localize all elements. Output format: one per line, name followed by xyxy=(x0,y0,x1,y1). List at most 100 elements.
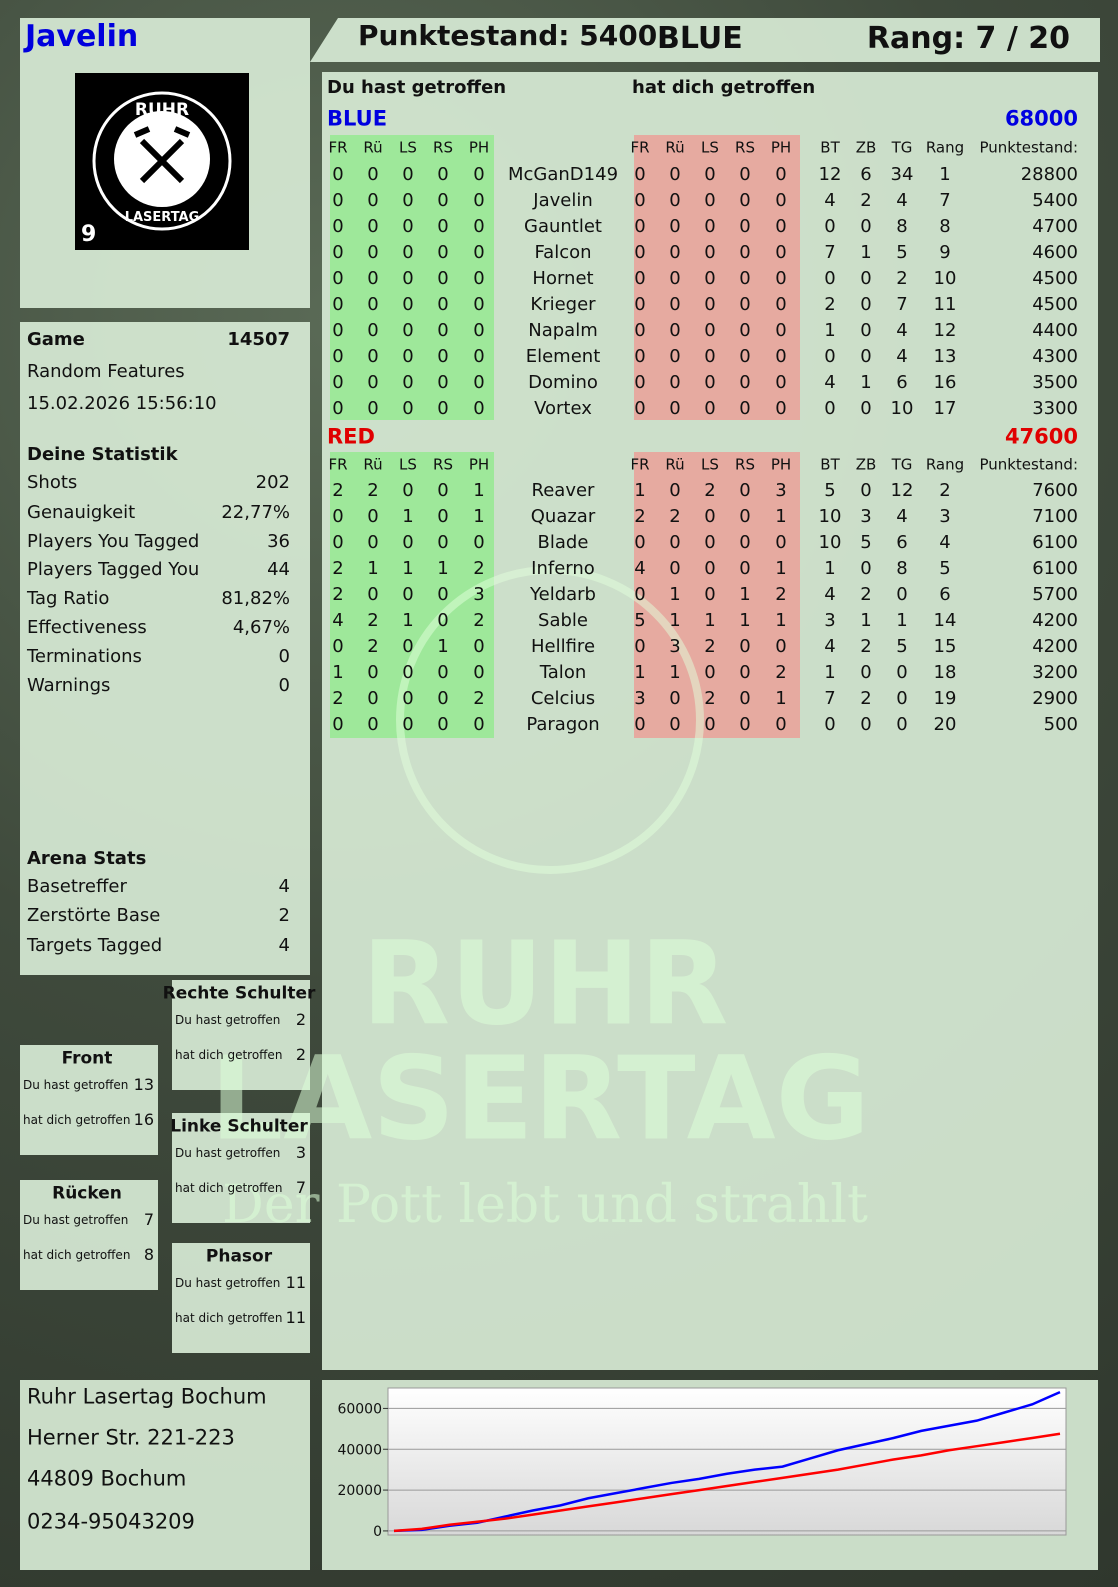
hit-count: 0 xyxy=(367,688,379,709)
hit-count: 0 xyxy=(402,268,414,289)
player-stat: 0 xyxy=(824,398,836,419)
hit-count: 0 xyxy=(473,268,485,289)
zone-value: 3 xyxy=(295,1143,306,1162)
player-stat: 4 xyxy=(939,532,951,553)
player-stat: 0 xyxy=(896,662,908,683)
got-count: 3 xyxy=(669,636,681,657)
hit-count: 1 xyxy=(473,480,485,501)
hit-count: 0 xyxy=(332,532,344,553)
player-stat: 12 xyxy=(933,320,957,341)
player-stat: 10 xyxy=(818,506,842,527)
player-stat: 12 xyxy=(890,480,914,501)
column-header: Rü xyxy=(665,138,685,157)
player-name: Javelin xyxy=(25,19,139,54)
got-count: 0 xyxy=(704,584,716,605)
address-line: Ruhr Lasertag Bochum xyxy=(27,1384,267,1409)
got-count: 0 xyxy=(704,558,716,579)
player-stat: 0 xyxy=(860,346,872,367)
player-score: 6100 xyxy=(1032,558,1078,579)
hit-count: 0 xyxy=(332,636,344,657)
player-row-name: Celcius xyxy=(530,688,596,709)
column-header: FR xyxy=(630,455,650,474)
column-header: TG xyxy=(891,138,913,157)
got-count: 2 xyxy=(704,688,716,709)
player-stat: 4 xyxy=(896,346,908,367)
column-header: RS xyxy=(735,455,755,474)
got-count: 0 xyxy=(739,164,751,185)
player-score: 4700 xyxy=(1032,216,1078,237)
player-stat: 15 xyxy=(933,636,957,657)
player-stat: 4 xyxy=(824,190,836,211)
column-header: RS xyxy=(433,138,453,157)
hit-count: 0 xyxy=(367,662,379,683)
player-stat: 1 xyxy=(860,372,872,393)
got-count: 1 xyxy=(775,610,787,631)
player-stat: 0 xyxy=(896,714,908,735)
logo-hammers xyxy=(133,126,191,184)
stat-value: 202 xyxy=(255,472,290,493)
hit-count: 0 xyxy=(437,480,449,501)
team-name: RED xyxy=(327,424,375,449)
hit-count: 0 xyxy=(402,714,414,735)
hit-count: 0 xyxy=(473,242,485,263)
player-score: 4400 xyxy=(1032,320,1078,341)
player-score: 4200 xyxy=(1032,610,1078,631)
player-stat: 0 xyxy=(860,216,872,237)
hit-count: 0 xyxy=(367,398,379,419)
stat-value: 0 xyxy=(278,646,290,667)
stat-value: 81,82% xyxy=(221,588,290,609)
hit-count: 1 xyxy=(437,558,449,579)
hit-count: 1 xyxy=(402,610,414,631)
player-stat: 5 xyxy=(896,636,908,657)
player-score: 3200 xyxy=(1032,662,1078,683)
stat-value: 4 xyxy=(278,876,290,897)
zone-box xyxy=(20,1045,158,1155)
hit-count: 0 xyxy=(437,242,449,263)
player-stat: 1 xyxy=(824,662,836,683)
stat-label: Players Tagged You xyxy=(27,559,200,580)
hit-count: 0 xyxy=(367,584,379,605)
hit-count: 0 xyxy=(473,346,485,367)
player-stat: 0 xyxy=(860,714,872,735)
got-count: 0 xyxy=(634,532,646,553)
got-count: 1 xyxy=(669,662,681,683)
hit-count: 0 xyxy=(437,294,449,315)
player-stat: 4 xyxy=(896,190,908,211)
got-count: 0 xyxy=(739,688,751,709)
got-count: 0 xyxy=(739,242,751,263)
got-count: 0 xyxy=(704,242,716,263)
player-stat: 14 xyxy=(933,610,957,631)
got-count: 0 xyxy=(669,372,681,393)
hit-count: 0 xyxy=(367,164,379,185)
got-count: 0 xyxy=(704,164,716,185)
got-count: 0 xyxy=(704,294,716,315)
got-count: 0 xyxy=(704,662,716,683)
column-header: Rang xyxy=(925,455,965,474)
hit-count: 2 xyxy=(473,558,485,579)
player-stat: 1 xyxy=(860,242,872,263)
got-count: 0 xyxy=(669,268,681,289)
hit-count: 0 xyxy=(402,216,414,237)
zone-title: Phasor xyxy=(205,1246,273,1267)
stat-label: Zerstörte Base xyxy=(27,905,161,926)
hit-count: 2 xyxy=(332,688,344,709)
player-stat: 18 xyxy=(933,662,957,683)
got-count: 0 xyxy=(669,558,681,579)
player-stat: 10 xyxy=(933,268,957,289)
player-score: 4500 xyxy=(1032,268,1078,289)
hit-count: 0 xyxy=(473,216,485,237)
hit-count: 0 xyxy=(332,268,344,289)
hit-band xyxy=(330,135,494,420)
hit-count: 0 xyxy=(332,216,344,237)
hit-count: 0 xyxy=(473,190,485,211)
hit-count: 0 xyxy=(367,320,379,341)
got-count: 2 xyxy=(775,584,787,605)
player-stat: 2 xyxy=(860,688,872,709)
hit-count: 0 xyxy=(402,480,414,501)
column-header: Rang xyxy=(925,138,965,157)
player-row-name: Inferno xyxy=(531,558,595,579)
hit-count: 0 xyxy=(367,346,379,367)
got-count: 0 xyxy=(634,398,646,419)
got-count: 0 xyxy=(739,320,751,341)
player-stat: 1 xyxy=(824,320,836,341)
